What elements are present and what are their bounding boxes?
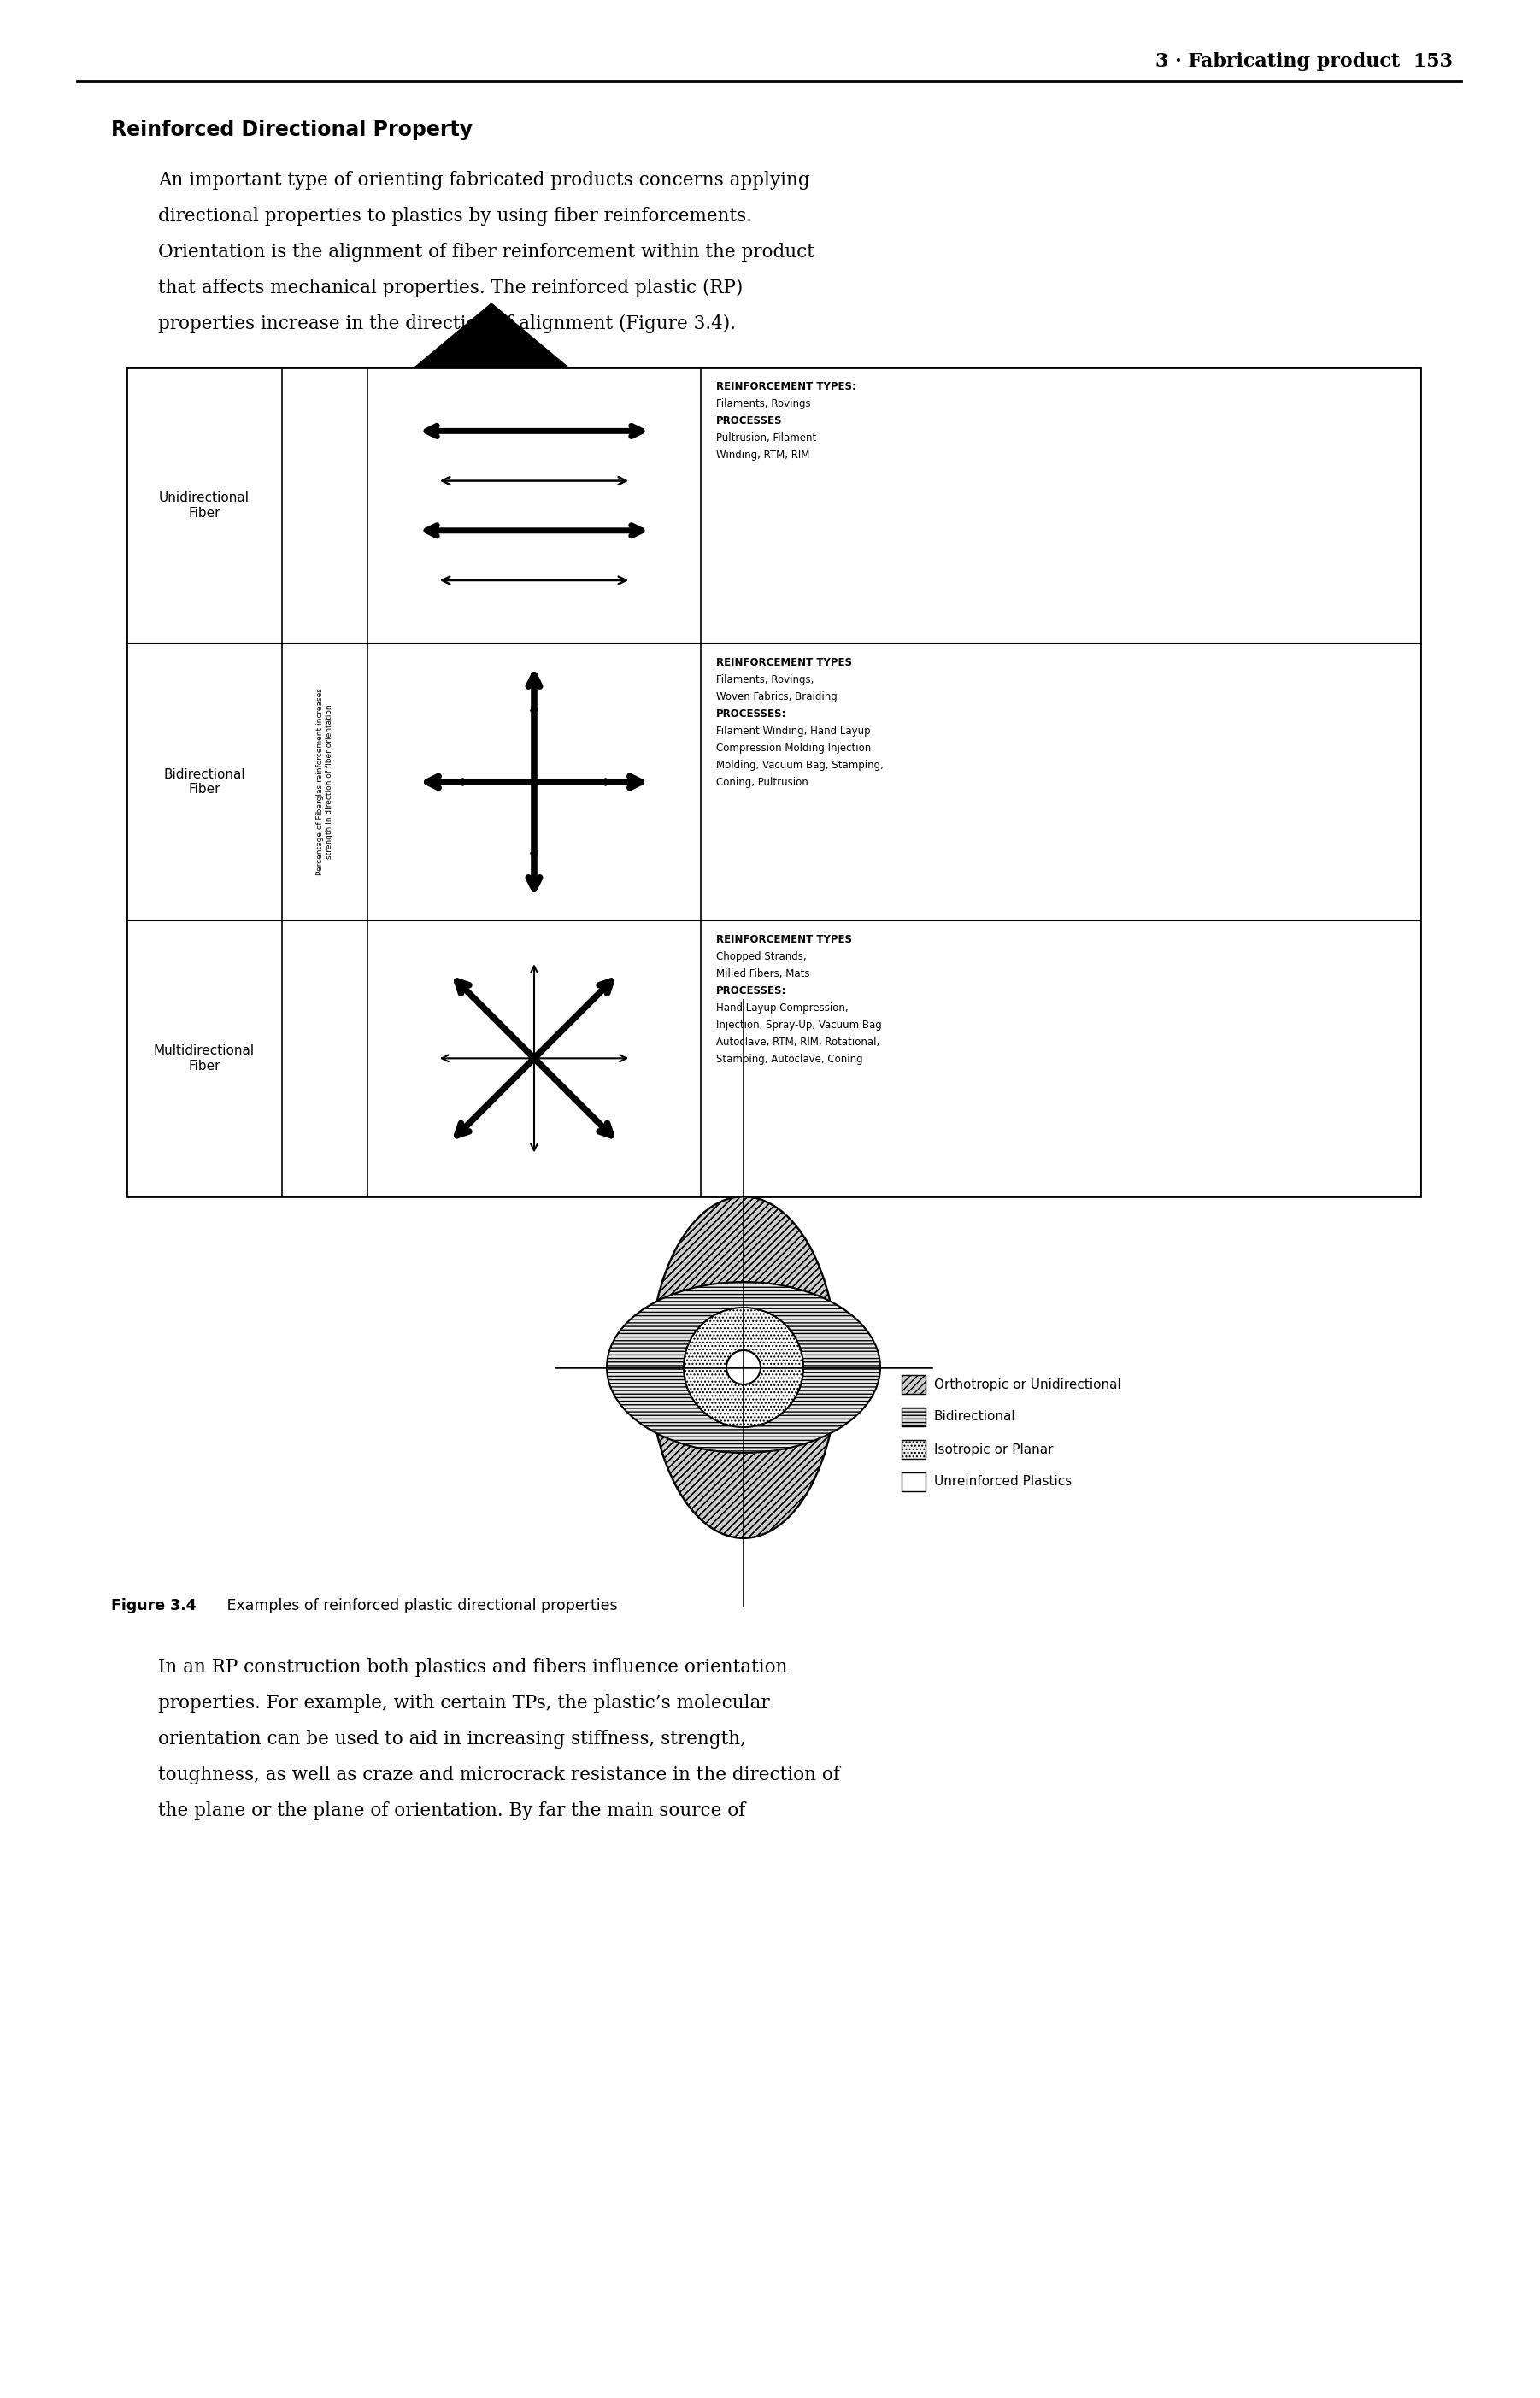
Bar (901, 1408, 926, 1427)
Text: Bidirectional
Fiber: Bidirectional Fiber (163, 767, 245, 796)
Text: Figure 3.4: Figure 3.4 (111, 1597, 196, 1614)
Text: Examples of reinforced plastic directional properties: Examples of reinforced plastic direction… (222, 1597, 618, 1614)
Text: Orientation is the alignment of fiber reinforcement within the product: Orientation is the alignment of fiber re… (159, 242, 815, 261)
Text: Compression Molding Injection: Compression Molding Injection (716, 743, 872, 753)
Text: Hand Layup Compression,: Hand Layup Compression, (716, 1002, 849, 1014)
Text: Chopped Strands,: Chopped Strands, (716, 952, 807, 962)
Text: orientation can be used to aid in increasing stiffness, strength,: orientation can be used to aid in increa… (159, 1729, 745, 1748)
Text: Orthotropic or Unidirectional: Orthotropic or Unidirectional (935, 1379, 1121, 1391)
Bar (901, 1439, 926, 1458)
Bar (901, 1374, 926, 1393)
Text: In an RP construction both plastics and fibers influence orientation: In an RP construction both plastics and … (159, 1657, 787, 1676)
Text: Autoclave, RTM, RIM, Rotational,: Autoclave, RTM, RIM, Rotational, (716, 1036, 879, 1048)
Text: Winding, RTM, RIM: Winding, RTM, RIM (716, 448, 810, 460)
Text: Pultrusion, Filament: Pultrusion, Filament (716, 432, 816, 444)
Text: Reinforced Directional Property: Reinforced Directional Property (111, 120, 473, 139)
Text: An important type of orienting fabricated products concerns applying: An important type of orienting fabricate… (159, 170, 810, 189)
Text: PROCESSES: PROCESSES (716, 415, 782, 427)
Polygon shape (414, 305, 568, 367)
Text: properties increase in the direction of alignment (Figure 3.4).: properties increase in the direction of … (159, 314, 736, 333)
Text: properties. For example, with certain TPs, the plastic’s molecular: properties. For example, with certain TP… (159, 1693, 770, 1712)
Text: the plane or the plane of orientation. By far the main source of: the plane or the plane of orientation. B… (159, 1801, 745, 1820)
Text: Unreinforced Plastics: Unreinforced Plastics (935, 1475, 1072, 1489)
Bar (126, 367, 1420, 1197)
Ellipse shape (727, 1350, 761, 1384)
Ellipse shape (607, 1283, 881, 1453)
Bar (901, 1472, 926, 1492)
Text: directional properties to plastics by using fiber reinforcements.: directional properties to plastics by us… (159, 206, 752, 225)
Text: Filaments, Rovings: Filaments, Rovings (716, 398, 810, 410)
Text: Woven Fabrics, Braiding: Woven Fabrics, Braiding (716, 691, 838, 703)
Ellipse shape (684, 1307, 804, 1427)
Text: Milled Fibers, Mats: Milled Fibers, Mats (716, 969, 810, 978)
Text: Coning, Pultrusion: Coning, Pultrusion (716, 777, 808, 789)
Text: Isotropic or Planar: Isotropic or Planar (935, 1444, 1053, 1456)
Text: Stamping, Autoclave, Coning: Stamping, Autoclave, Coning (716, 1053, 862, 1065)
Text: REINFORCEMENT TYPES:: REINFORCEMENT TYPES: (716, 381, 856, 393)
Text: Percentage of Fiberglas reinforcement increases
strength in direction of fiber o: Percentage of Fiberglas reinforcement in… (316, 688, 333, 875)
Text: toughness, as well as craze and microcrack resistance in the direction of: toughness, as well as craze and microcra… (159, 1765, 839, 1784)
Text: Multidirectional
Fiber: Multidirectional Fiber (154, 1046, 254, 1072)
Text: Molding, Vacuum Bag, Stamping,: Molding, Vacuum Bag, Stamping, (716, 760, 884, 772)
Text: PROCESSES:: PROCESSES: (716, 710, 787, 719)
Text: 3 · Fabricating product  153: 3 · Fabricating product 153 (1155, 53, 1452, 72)
Text: that affects mechanical properties. The reinforced plastic (RP): that affects mechanical properties. The … (159, 278, 742, 297)
Text: Bidirectional: Bidirectional (935, 1410, 1016, 1424)
Text: Unidirectional
Fiber: Unidirectional Fiber (159, 492, 249, 520)
Text: REINFORCEMENT TYPES: REINFORCEMENT TYPES (716, 657, 852, 669)
Text: Injection, Spray-Up, Vacuum Bag: Injection, Spray-Up, Vacuum Bag (716, 1019, 882, 1031)
Text: PROCESSES:: PROCESSES: (716, 986, 787, 995)
Text: Filaments, Rovings,: Filaments, Rovings, (716, 674, 815, 686)
Text: REINFORCEMENT TYPES: REINFORCEMENT TYPES (716, 933, 852, 945)
Ellipse shape (650, 1197, 836, 1537)
Text: Filament Winding, Hand Layup: Filament Winding, Hand Layup (716, 727, 870, 736)
